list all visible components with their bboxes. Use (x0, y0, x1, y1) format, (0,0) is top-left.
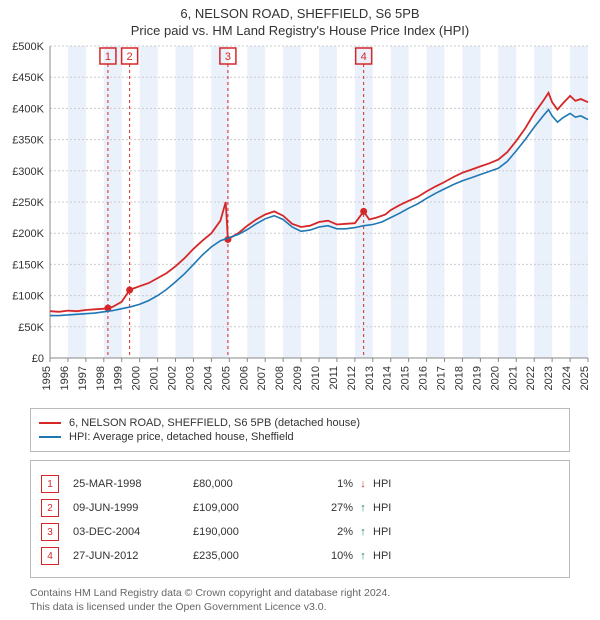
y-tick-label: £500K (12, 41, 44, 53)
y-tick-label: £50K (18, 322, 44, 334)
y-tick-label: £100K (12, 291, 44, 303)
legend-row: HPI: Average price, detached house, Shef… (39, 431, 561, 443)
sale-events-box: 125-MAR-1998£80,0001%↓HPI209-JUN-1999£10… (30, 460, 570, 578)
x-tick-label: 1998 (95, 366, 107, 390)
x-tick-label: 2004 (202, 366, 214, 390)
x-tick-label: 2003 (184, 366, 196, 390)
title-subtitle: Price paid vs. HM Land Registry's House … (0, 23, 600, 38)
x-tick-label: 2007 (256, 366, 268, 390)
event-pct: 1% (293, 478, 353, 490)
x-tick-label: 2009 (292, 366, 304, 390)
x-tick-label: 1997 (77, 366, 89, 390)
sale-event-row: 2 09-JUN-1999£109,00027%↑HPI (41, 499, 559, 517)
y-tick-label: £400K (12, 103, 44, 115)
x-tick-label: 2005 (220, 366, 232, 390)
x-tick-label: 2008 (274, 366, 286, 390)
event-hpi-label: HPI (373, 550, 413, 562)
footnote: Contains HM Land Registry data © Crown c… (30, 586, 570, 614)
legend-label: HPI: Average price, detached house, Shef… (69, 431, 294, 443)
x-tick-label: 1999 (113, 366, 125, 390)
x-tick-label: 2025 (579, 366, 591, 390)
x-tick-label: 2012 (346, 366, 358, 390)
y-tick-label: £150K (12, 259, 44, 271)
legend-swatch (39, 422, 61, 424)
y-tick-label: £350K (12, 135, 44, 147)
x-tick-label: 2024 (561, 366, 573, 390)
event-pct: 27% (293, 502, 353, 514)
arrow-up-icon: ↑ (353, 526, 373, 538)
x-tick-label: 1995 (41, 366, 53, 390)
chart-area: £0 £50K £100K £150K £200K £250K £300K £350K £400… (0, 38, 600, 408)
x-tick-label: 2019 (471, 366, 483, 390)
x-tick-label: 2002 (167, 366, 179, 390)
footnote-line1: Contains HM Land Registry data © Crown c… (30, 586, 570, 600)
event-hpi-label: HPI (373, 478, 413, 490)
event-price: £80,000 (193, 478, 293, 490)
y-tick-label: £300K (12, 166, 44, 178)
title-block: 6, NELSON ROAD, SHEFFIELD, S6 5PB Price … (0, 0, 600, 38)
legend-box: 6, NELSON ROAD, SHEFFIELD, S6 5PB (detac… (30, 408, 570, 452)
x-tick-label: 2010 (310, 366, 322, 390)
event-marker: 4 (41, 547, 59, 565)
legend-swatch (39, 436, 61, 438)
sale-marker-number: 4 (361, 51, 367, 63)
event-marker: 3 (41, 523, 59, 541)
y-tick-label: £250K (12, 197, 44, 209)
sale-marker-number: 2 (127, 51, 133, 63)
x-tick-label: 2001 (149, 366, 161, 390)
x-tick-label: 2013 (364, 366, 376, 390)
event-date: 25-MAR-1998 (73, 478, 193, 490)
y-tick-label: £0 (32, 353, 44, 365)
sale-event-row: 1 25-MAR-1998£80,0001%↓HPI (41, 475, 559, 493)
footnote-line2: This data is licensed under the Open Gov… (30, 600, 570, 614)
event-marker: 2 (41, 499, 59, 517)
title-address: 6, NELSON ROAD, SHEFFIELD, S6 5PB (0, 6, 600, 21)
event-date: 03-DEC-2004 (73, 526, 193, 538)
event-marker: 1 (41, 475, 59, 493)
event-pct: 10% (293, 550, 353, 562)
x-tick-label: 1996 (59, 366, 71, 390)
x-tick-label: 2021 (507, 366, 519, 390)
sale-dot (126, 286, 133, 293)
arrow-up-icon: ↑ (353, 550, 373, 562)
x-tick-label: 2000 (131, 366, 143, 390)
x-tick-label: 2014 (382, 366, 394, 390)
arrow-down-icon: ↓ (353, 478, 373, 490)
event-hpi-label: HPI (373, 502, 413, 514)
x-tick-label: 2015 (400, 366, 412, 390)
legend-label: 6, NELSON ROAD, SHEFFIELD, S6 5PB (detac… (69, 417, 360, 429)
x-tick-label: 2016 (418, 366, 430, 390)
x-tick-label: 2018 (453, 366, 465, 390)
event-price: £109,000 (193, 502, 293, 514)
event-pct: 2% (293, 526, 353, 538)
sale-event-row: 3 03-DEC-2004£190,0002%↑HPI (41, 523, 559, 541)
x-tick-label: 2006 (238, 366, 250, 390)
sale-marker-number: 1 (105, 51, 111, 63)
sale-event-row: 4 27-JUN-2012£235,00010%↑HPI (41, 547, 559, 565)
legend-row: 6, NELSON ROAD, SHEFFIELD, S6 5PB (detac… (39, 417, 561, 429)
x-tick-label: 2017 (436, 366, 448, 390)
x-tick-label: 2022 (525, 366, 537, 390)
sale-marker-number: 3 (225, 51, 231, 63)
event-price: £190,000 (193, 526, 293, 538)
x-tick-label: 2011 (328, 366, 340, 390)
x-tick-label: 2023 (543, 366, 555, 390)
x-tick-label: 2020 (489, 366, 501, 390)
event-date: 09-JUN-1999 (73, 502, 193, 514)
event-price: £235,000 (193, 550, 293, 562)
y-tick-label: £200K (12, 228, 44, 240)
price-chart: £0 £50K £100K £150K £200K £250K £300K £350K £400… (0, 38, 600, 408)
y-tick-label: £450K (12, 72, 44, 84)
event-hpi-label: HPI (373, 526, 413, 538)
sale-dot (360, 208, 367, 215)
arrow-up-icon: ↑ (353, 502, 373, 514)
event-date: 27-JUN-2012 (73, 550, 193, 562)
